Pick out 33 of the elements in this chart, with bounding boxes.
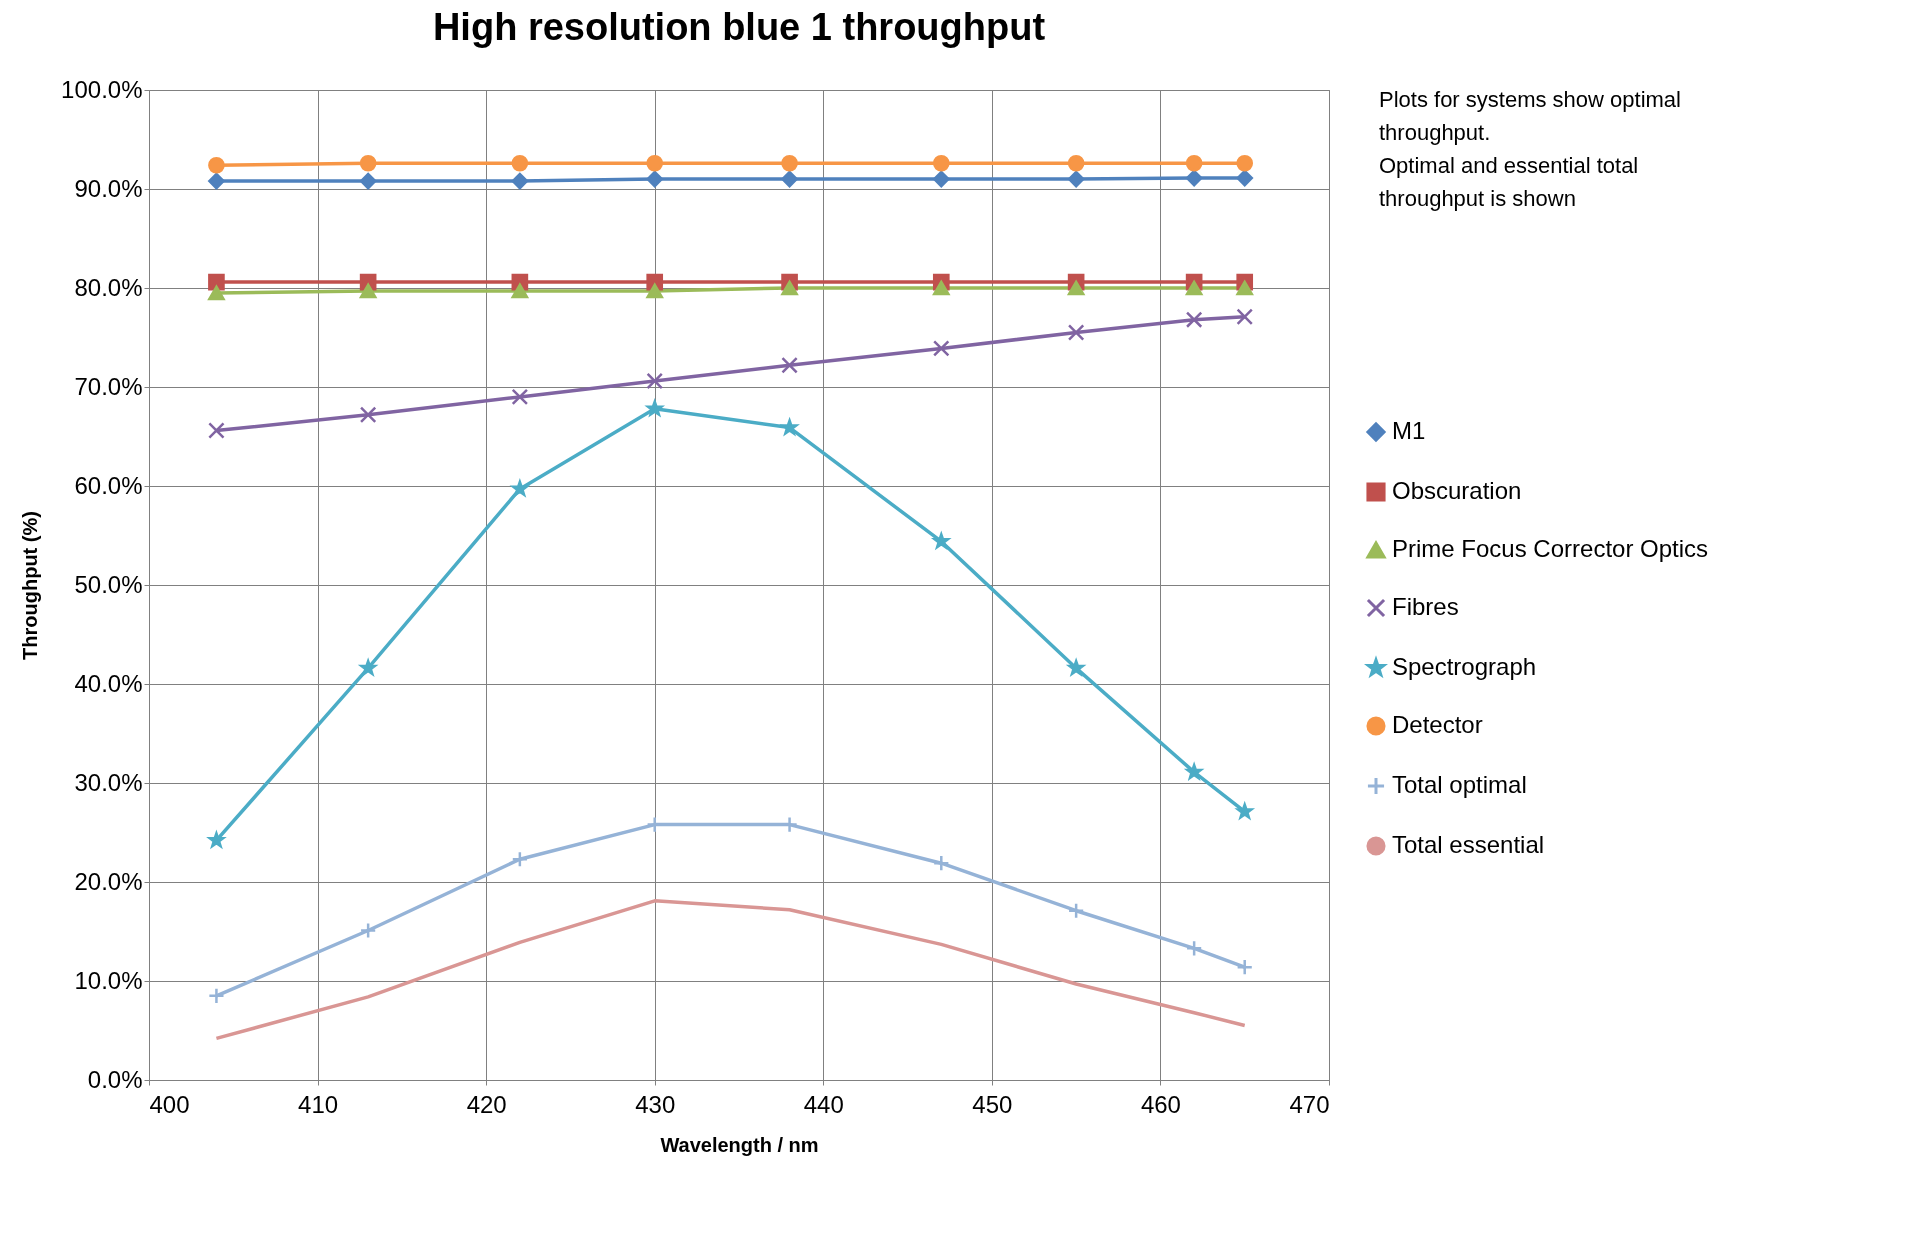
legend-label: Detector xyxy=(1392,711,1483,738)
y-tick-label: 30.0% xyxy=(74,768,143,796)
chart-title: High resolution blue 1 throughput xyxy=(432,6,1046,48)
y-tick-label: 100.0% xyxy=(61,75,143,103)
y-tick-label: 70.0% xyxy=(74,372,143,400)
x-tick-label: 460 xyxy=(1140,1090,1181,1118)
legend-label: Fibres xyxy=(1392,593,1459,620)
y-tick-label: 10.0% xyxy=(74,966,143,994)
line-series xyxy=(214,899,1247,1041)
x-tick-label: 440 xyxy=(803,1090,844,1118)
x-tick-label: 470 xyxy=(1289,1090,1330,1118)
x-tick-label: 420 xyxy=(466,1090,507,1118)
y-tick-label: 80.0% xyxy=(74,273,143,301)
legend-label: Total essential xyxy=(1392,831,1545,858)
text: Optimal and essential total throughput is shown xyxy=(1379,153,1639,211)
y-tick-label: 60.0% xyxy=(74,471,143,499)
y-tick-label: 50.0% xyxy=(74,570,143,598)
legend-label: Spectrograph xyxy=(1392,653,1537,680)
y-tick-label: 90.0% xyxy=(74,174,143,202)
legend-label: Prime Focus Corrector Optics xyxy=(1392,535,1709,562)
legend-label: Obscuration xyxy=(1392,477,1522,504)
x-tick-label: 430 xyxy=(635,1090,676,1118)
text: Plots for systems show optimal throughput. xyxy=(1379,87,1681,145)
legend-label: Total optimal xyxy=(1392,771,1527,798)
x-tick-label: 450 xyxy=(972,1090,1013,1118)
legend-label: M1 xyxy=(1392,417,1426,444)
x-axis-title: Wavelength / nm xyxy=(660,1133,819,1156)
x-tick-label: 410 xyxy=(298,1090,339,1118)
y-tick-label: 20.0% xyxy=(74,867,143,895)
y-tick-label: 0.0% xyxy=(87,1065,143,1093)
x-tick-label: 400 xyxy=(149,1090,190,1118)
y-axis-title: Throughput (%) xyxy=(19,511,42,660)
y-tick-label: 40.0% xyxy=(74,669,143,697)
